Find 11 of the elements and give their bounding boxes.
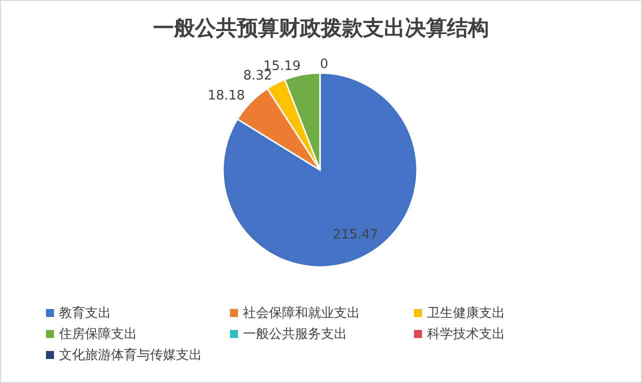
legend-label: 科学技术支出 [427,327,505,342]
data-label: 18.18 [208,88,245,104]
legend-label: 一般公共服务支出 [243,327,347,342]
legend-label: 文化旅游体育与传媒支出 [59,347,202,363]
data-label: 215.47 [332,228,378,243]
text: 0 [320,57,328,72]
chart-title: 一般公共预算财政拨款支出决算结构 [153,16,489,40]
legend-label: 社会保障和就业支出 [243,306,360,321]
legend-label: 教育支出 [59,305,111,321]
legend-label: 卫生健康支出 [427,306,505,321]
legend-label: 住房保障支出 [58,326,137,342]
